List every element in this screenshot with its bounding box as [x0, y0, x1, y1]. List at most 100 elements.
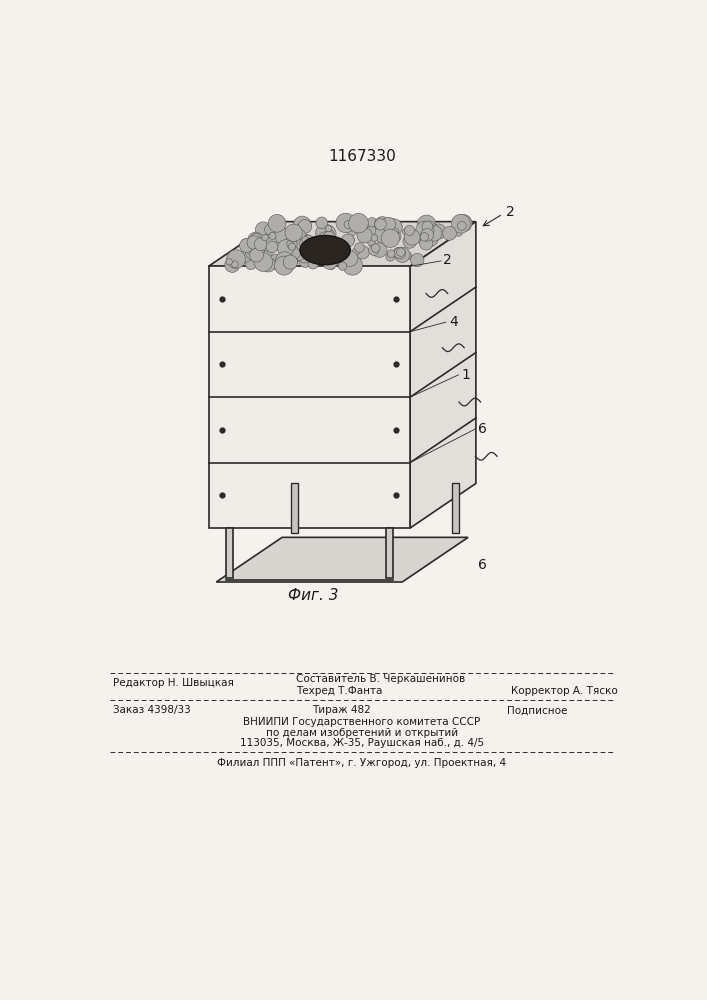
Circle shape [264, 224, 276, 235]
Circle shape [262, 234, 269, 241]
Text: Корректор А. Тяско: Корректор А. Тяско [510, 686, 617, 696]
Circle shape [284, 244, 300, 260]
Circle shape [245, 242, 264, 261]
Bar [291, 483, 298, 533]
Circle shape [325, 243, 342, 260]
Text: ВНИИПИ Государственного комитета СССР: ВНИИПИ Государственного комитета СССР [243, 717, 481, 727]
Circle shape [285, 224, 303, 241]
Circle shape [321, 248, 341, 268]
Circle shape [292, 247, 306, 261]
Circle shape [298, 254, 312, 267]
Bar [226, 528, 233, 578]
Circle shape [381, 217, 396, 231]
Circle shape [247, 236, 261, 249]
Circle shape [240, 250, 252, 262]
Circle shape [247, 245, 257, 255]
Circle shape [322, 255, 337, 269]
Circle shape [339, 216, 355, 232]
Circle shape [308, 259, 318, 269]
Circle shape [255, 238, 267, 251]
Circle shape [426, 233, 437, 243]
Circle shape [341, 234, 354, 247]
Circle shape [316, 217, 327, 229]
Circle shape [296, 245, 314, 263]
Text: Фиг. 3: Фиг. 3 [288, 588, 339, 603]
Circle shape [279, 252, 298, 270]
Circle shape [245, 259, 257, 270]
Circle shape [394, 247, 406, 259]
Circle shape [275, 252, 294, 271]
Circle shape [315, 225, 331, 241]
Circle shape [266, 241, 278, 253]
Circle shape [241, 239, 250, 248]
Text: Заказ 4398/33: Заказ 4398/33 [113, 705, 191, 715]
Circle shape [339, 244, 345, 250]
Circle shape [381, 229, 399, 247]
Circle shape [327, 229, 334, 236]
Circle shape [404, 229, 420, 245]
Circle shape [255, 222, 271, 238]
Circle shape [394, 248, 402, 256]
Polygon shape [410, 222, 476, 528]
Bar [452, 483, 459, 533]
Circle shape [387, 250, 395, 258]
Circle shape [270, 220, 284, 235]
Text: 2: 2 [506, 205, 515, 219]
Circle shape [426, 225, 442, 241]
Circle shape [308, 246, 322, 261]
Circle shape [277, 240, 294, 256]
Circle shape [255, 258, 265, 268]
Text: 2: 2 [443, 253, 452, 267]
Circle shape [342, 251, 358, 266]
Circle shape [420, 237, 433, 250]
Circle shape [227, 250, 245, 268]
Circle shape [240, 239, 253, 252]
Circle shape [339, 255, 346, 262]
Circle shape [225, 257, 240, 272]
Circle shape [288, 243, 296, 250]
Circle shape [269, 254, 284, 270]
Circle shape [259, 246, 272, 259]
Circle shape [271, 226, 288, 243]
Circle shape [274, 256, 293, 275]
Circle shape [289, 235, 297, 242]
Circle shape [296, 234, 315, 253]
Circle shape [367, 218, 377, 227]
Circle shape [368, 245, 379, 255]
Circle shape [287, 239, 297, 249]
Circle shape [443, 226, 457, 240]
Circle shape [375, 224, 395, 244]
Circle shape [395, 247, 410, 262]
Circle shape [356, 246, 369, 259]
Circle shape [261, 257, 276, 272]
Circle shape [325, 225, 332, 232]
Circle shape [344, 220, 352, 228]
Text: 6: 6 [478, 558, 487, 572]
Circle shape [319, 232, 332, 245]
Bar [386, 528, 393, 578]
Circle shape [300, 235, 316, 251]
Circle shape [260, 235, 277, 251]
Circle shape [302, 237, 308, 243]
Circle shape [270, 221, 280, 231]
Circle shape [389, 220, 402, 233]
Circle shape [334, 243, 344, 252]
Circle shape [416, 221, 434, 239]
Polygon shape [216, 537, 468, 582]
Circle shape [252, 233, 260, 242]
Text: Филиал ППП «Патент», г. Ужгород, ул. Проектная, 4: Филиал ППП «Патент», г. Ужгород, ул. Про… [217, 758, 506, 768]
Circle shape [455, 214, 472, 232]
Circle shape [375, 218, 386, 230]
Circle shape [403, 235, 416, 248]
Circle shape [416, 230, 430, 244]
Circle shape [451, 214, 470, 233]
Circle shape [348, 236, 355, 243]
Circle shape [323, 231, 335, 244]
Circle shape [250, 248, 262, 259]
Circle shape [357, 228, 373, 243]
Text: 113035, Москва, Ж-35, Раушская наб., д. 4/5: 113035, Москва, Ж-35, Раушская наб., д. … [240, 738, 484, 748]
Circle shape [404, 225, 414, 235]
Text: Тираж 482: Тираж 482 [312, 705, 370, 715]
Circle shape [386, 221, 393, 229]
Ellipse shape [300, 235, 351, 265]
